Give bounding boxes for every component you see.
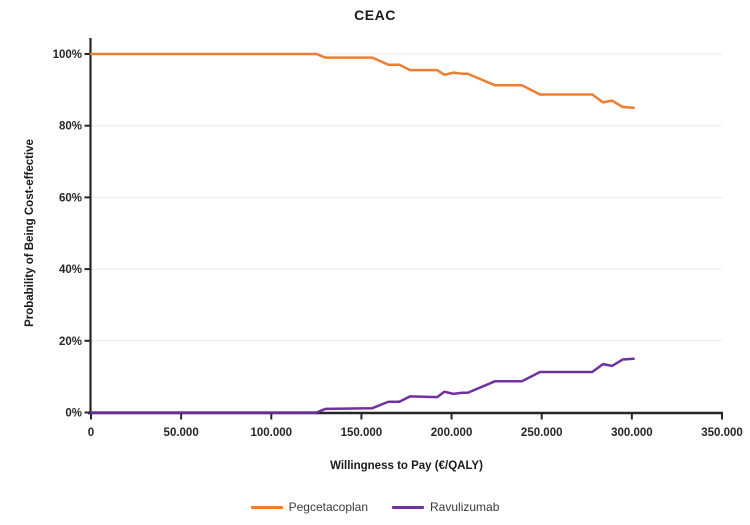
y-tick-label: 100% [53, 49, 82, 61]
legend-item-ravulizumab: Ravulizumab [392, 500, 499, 514]
series-line-pegcetacoplan [89, 52, 635, 110]
chart-title: CEAC [354, 7, 396, 23]
legend-line-swatch-ravulizumab [392, 505, 425, 509]
y-tick-label: 60% [59, 192, 82, 204]
y-tick-label: 40% [59, 264, 82, 276]
legend: Pegcetacoplan Ravulizumab [0, 496, 750, 518]
y-tick-label: 80% [59, 121, 82, 133]
legend-item-pegcetacoplan: Pegcetacoplan [250, 500, 369, 514]
x-tick-label: 200.000 [431, 427, 473, 439]
legend-label-ravulizumab: Ravulizumab [430, 500, 500, 514]
series-line-ravulizumab [89, 357, 635, 414]
x-tick-label: 250.000 [521, 427, 563, 439]
x-tick-label: 300.000 [611, 427, 653, 439]
legend-label-pegcetacoplan: Pegcetacoplan [288, 500, 369, 514]
x-tick-label: 150.000 [341, 427, 383, 439]
x-tick-label: 0 [88, 427, 94, 439]
y-tick-label: 0% [65, 408, 82, 420]
x-tick-label: 100.000 [250, 427, 292, 439]
y-tick-label: 20% [59, 336, 82, 348]
x-tick-label: 350.000 [701, 427, 743, 439]
x-axis-title: Willingness to Pay (€/QALY) [330, 460, 483, 472]
legend-line-swatch-pegcetacoplan [250, 505, 283, 509]
x-tick-label: 50.000 [164, 427, 199, 439]
